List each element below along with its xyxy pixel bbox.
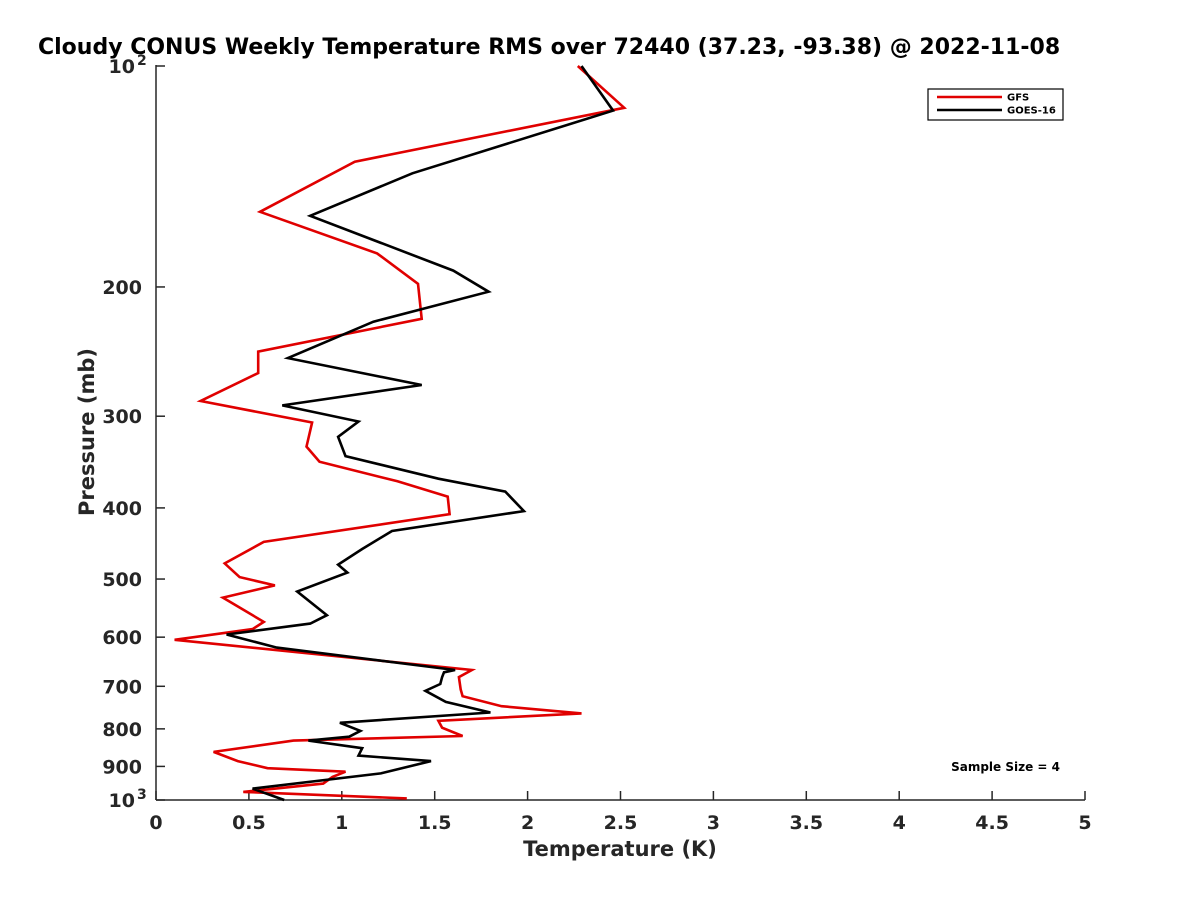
legend: GFS GOES-16: [927, 88, 1064, 121]
y-tick-exponent: 3: [137, 787, 147, 803]
y-tick-label: 800: [102, 719, 142, 741]
x-tick-label: 5: [1078, 812, 1091, 834]
x-tick-label: 0.5: [232, 812, 266, 834]
x-tick-label: 2.5: [604, 812, 638, 834]
chart-title: Cloudy CONUS Weekly Temperature RMS over…: [38, 35, 1060, 60]
y-tick-label: 400: [102, 498, 142, 520]
y-tick-label: 700: [102, 676, 142, 698]
x-tick-label: 1.5: [418, 812, 452, 834]
y-tick-label: 10: [109, 56, 135, 78]
x-tick-label: 0: [149, 812, 162, 834]
y-tick-label: 600: [102, 627, 142, 649]
y-tick-label: 500: [102, 569, 142, 591]
sample-size-annotation: Sample Size = 4: [951, 760, 1060, 774]
x-axis-label: Temperature (K): [523, 837, 717, 861]
series-line-gfs: [174, 65, 627, 800]
y-tick-exponent: 2: [137, 53, 147, 69]
x-tick-label: 3: [707, 812, 720, 834]
x-tick-label: 1: [335, 812, 348, 834]
y-tick-label: 10: [109, 790, 135, 812]
y-tick-label: 900: [102, 756, 142, 778]
x-tick-label: 4.5: [975, 812, 1009, 834]
series-lines: [174, 65, 627, 802]
x-tick-label: 2: [521, 812, 534, 834]
series-line-goes-16: [226, 65, 616, 802]
y-axis-label: Pressure (mb): [75, 348, 99, 516]
legend-label: GOES-16: [1007, 106, 1056, 117]
y-tick-label: 200: [102, 277, 142, 299]
legend-box: [927, 88, 1064, 121]
x-tick-label: 3.5: [789, 812, 823, 834]
y-tick-label: 300: [102, 406, 142, 428]
x-tick-label: 4: [893, 812, 906, 834]
x-ticks: 0 0.5 1 1.5 2 2.5 3 3.5 4 4.5 5: [149, 791, 1092, 834]
legend-label: GFS: [1007, 93, 1029, 104]
